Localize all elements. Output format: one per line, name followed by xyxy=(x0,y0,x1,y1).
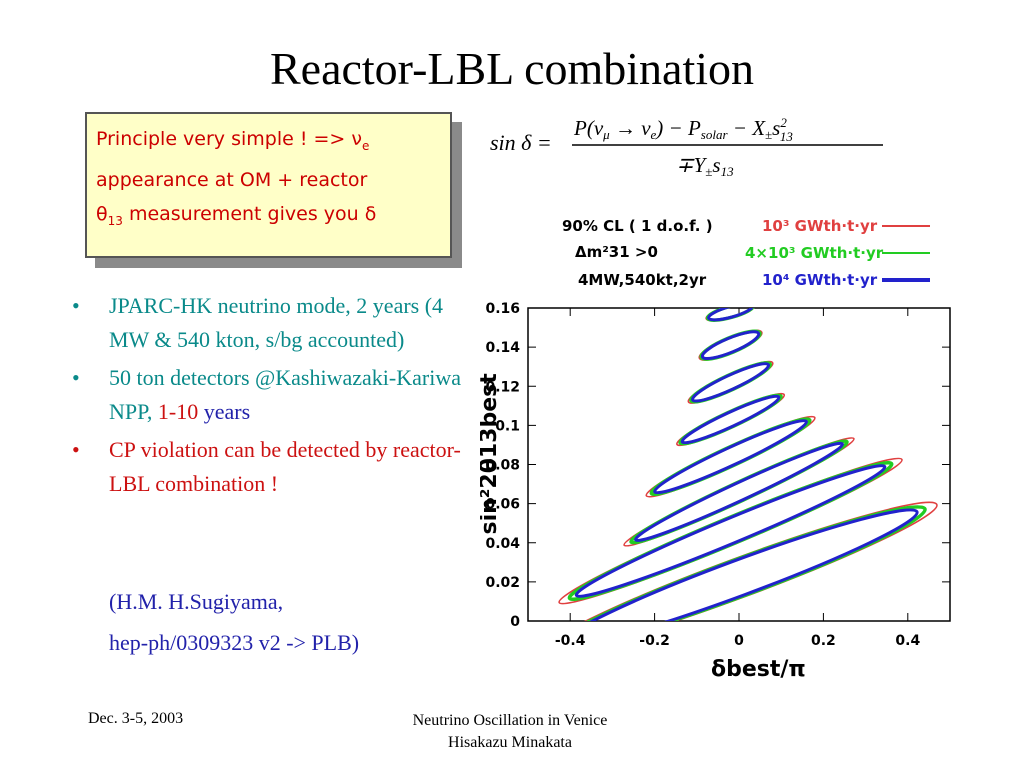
footer-author: Hisakazu Minakata xyxy=(448,734,572,751)
reference-line-1: (H.M. H.Sugiyama, xyxy=(109,589,284,614)
x-tick-label: 0 xyxy=(734,633,744,649)
y-axis-label: sin²2θ13best xyxy=(480,373,502,535)
x-tick-label: -0.2 xyxy=(639,633,670,649)
svg-text:∓Y±s13: ∓Y±s13 xyxy=(676,153,734,179)
y-tick-label: 0.1 xyxy=(495,418,520,434)
contour-group xyxy=(540,308,938,621)
y-tick-label: 0 xyxy=(510,614,520,630)
bullet-item: • JPARC-HK neutrino mode, 2 years (4 MW &… xyxy=(72,293,444,352)
contour-2 xyxy=(700,330,761,361)
footer-date: Dec. 3-5, 2003 xyxy=(88,710,184,727)
y-tick-label: 0.02 xyxy=(485,575,520,591)
callout-line-2: appearance at OM + reactor xyxy=(96,168,368,191)
y-tick-label: 0.16 xyxy=(485,301,520,317)
legend-note: Δm²31 >0 xyxy=(575,243,658,261)
legend-note: 90% CL ( 1 d.o.f. ) xyxy=(562,217,713,235)
contour-chart: 90% CL ( 1 d.o.f. ) Δm²31 >0 4MW,540kt,2yr… xyxy=(480,217,951,682)
bullet-item: • CP violation can be detected by reactor… xyxy=(72,437,461,496)
bullet-item: • 50 ton detectors @Kashiwazaki-Kariwa NP… xyxy=(72,365,461,424)
footer-title: Neutrino Oscillation in Venice Hisakazu … xyxy=(360,710,660,754)
legend-label: 10³ GWth·t·yr xyxy=(762,217,878,235)
contour-2 xyxy=(634,441,844,542)
y-tick-label: 0.14 xyxy=(485,340,520,356)
callout-line-3: θ13 measurement gives you δ xyxy=(96,202,377,228)
contour-2 xyxy=(680,394,781,445)
y-tick-label: 0.06 xyxy=(485,497,520,513)
contour-2 xyxy=(559,508,919,621)
y-tick-label: 0.04 xyxy=(485,536,520,552)
legend-label: 4×10³ GWth·t·yr xyxy=(745,244,884,262)
reference-line-2: hep-ph/0309323 v2 -> PLB) xyxy=(109,630,360,655)
bullet-list: • JPARC-HK neutrino mode, 2 years (4 MW &… xyxy=(72,289,472,501)
x-tick-label: 0.4 xyxy=(895,633,920,649)
contour-2 xyxy=(574,464,887,598)
legend-note: 4MW,540kt,2yr xyxy=(578,271,707,289)
y-tick-label: 0.08 xyxy=(485,458,520,474)
callout-box: Principle very simple ! => νe appearance… xyxy=(85,112,452,258)
callout-line-1: Principle very simple ! => νe xyxy=(96,128,370,153)
footer-event: Neutrino Oscillation in Venice xyxy=(412,712,608,729)
legend-label: 10⁴ GWth·t·yr xyxy=(762,271,878,289)
y-tick-label: 0.12 xyxy=(485,379,520,395)
x-tick-label: -0.4 xyxy=(555,633,586,649)
contour-2 xyxy=(691,362,771,403)
cp-formula: sin δ = P(νμ → νe) − Psolar − X±s2 13 ∓Y±… xyxy=(490,115,883,179)
contour-1 xyxy=(567,461,894,602)
slide-title: Reactor-LBL combination xyxy=(269,43,755,94)
x-tick-label: 0.2 xyxy=(811,633,836,649)
contour-2 xyxy=(653,419,808,495)
x-axis-label: δbest/π xyxy=(711,657,806,682)
contour-2 xyxy=(707,308,755,322)
svg-text:sin δ =: sin δ = xyxy=(490,130,552,155)
